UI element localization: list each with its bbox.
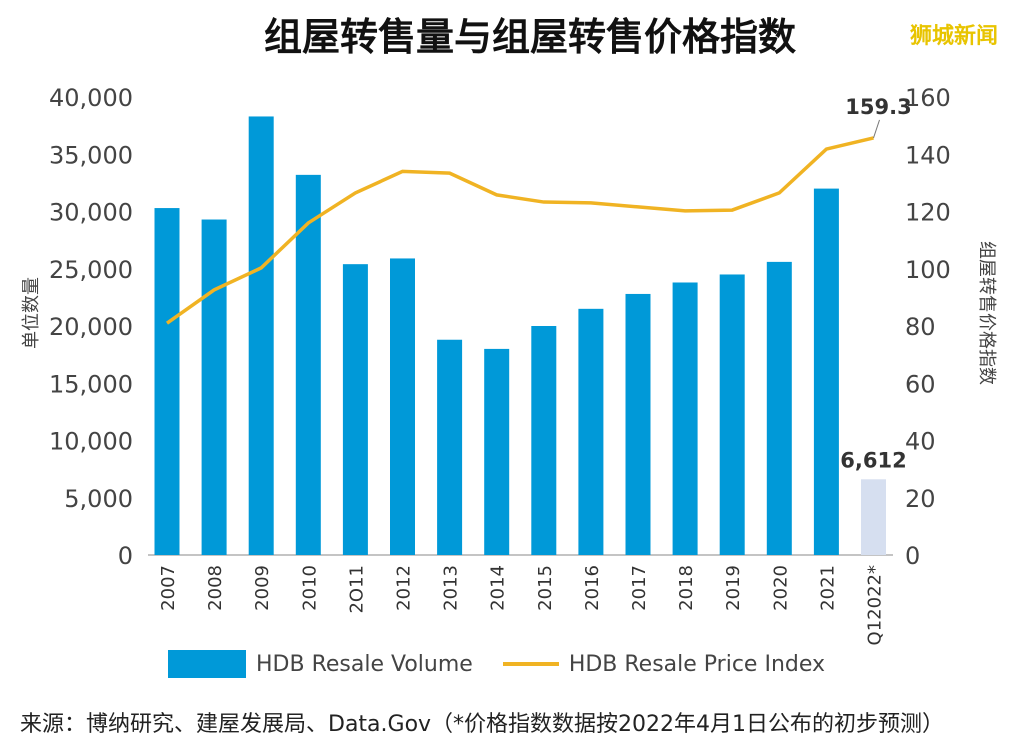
y2-tick-label: 140 — [905, 141, 951, 169]
last-point-label: 159.3 — [845, 95, 911, 119]
y-tick-label: 0 — [118, 542, 133, 570]
legend-swatch-price-index — [502, 662, 559, 666]
bar — [861, 479, 886, 555]
bar — [578, 308, 604, 555]
x-tick-label: 2015 — [535, 565, 556, 611]
x-tick-label: 2010 — [299, 565, 320, 611]
y-tick-label: 20,000 — [49, 313, 133, 341]
y2-tick-label: 60 — [905, 370, 936, 398]
y-tick-label: 30,000 — [49, 199, 133, 227]
x-tick-label: 2008 — [205, 565, 226, 611]
bar — [390, 258, 415, 555]
y-tick-label: 25,000 — [49, 256, 133, 284]
y2-tick-label: 100 — [905, 256, 951, 284]
legend-label-volume: HDB Resale Volume — [256, 651, 473, 677]
y2-tick-label: 40 — [905, 428, 936, 456]
x-tick-label: 2021 — [817, 565, 838, 611]
y-tick-label: 10,000 — [49, 428, 133, 456]
y-tick-label: 40,000 — [49, 84, 133, 112]
y2-tick-label: 20 — [905, 485, 936, 513]
annotation-leader — [873, 119, 880, 139]
x-tick-label: 2009 — [252, 565, 273, 611]
x-tick-label: 2020 — [770, 565, 791, 611]
x-tick-label: 2014 — [488, 565, 509, 611]
chart-title: 组屋转售量与组屋转售价格指数 — [263, 15, 796, 59]
legend-label-price-index: HDB Resale Price Index — [568, 651, 826, 677]
bar — [295, 174, 321, 556]
bar — [813, 188, 839, 555]
source-note: 来源：博纳研究、建屋发展局、Data.Gov（*价格指数数据按2022年4月1日… — [20, 712, 945, 737]
x-tick-label: 2017 — [629, 565, 650, 611]
x-tick-label: 2013 — [441, 565, 462, 611]
y2-tick-label: 160 — [905, 84, 951, 112]
legend: HDB Resale Volume HDB Resale Price Index — [168, 650, 825, 678]
price-index-line — [165, 136, 874, 325]
y-tick-label: 5,000 — [64, 485, 133, 513]
x-tick-label: Q12022* — [865, 565, 886, 645]
brand-logo: 狮城新闻 — [909, 24, 998, 49]
y-tick-label: 35,000 — [49, 141, 133, 169]
y2-tick-label: 120 — [905, 199, 951, 227]
bar — [154, 208, 180, 555]
plot-area: 0 5,000 10,000 15,000 20,000 25,000 30,000 35,0… — [49, 84, 951, 645]
x-tick-label: 2012 — [394, 565, 415, 611]
x-tick-label: 2007 — [158, 565, 179, 611]
bar — [625, 293, 651, 555]
x-tick-label: 2018 — [676, 565, 697, 611]
bar — [484, 348, 510, 555]
bar — [766, 261, 792, 555]
bar — [437, 339, 463, 555]
bar — [248, 116, 274, 555]
x-tick-label: 2O11 — [346, 565, 367, 614]
y2-tick-label: 80 — [905, 313, 936, 341]
x-tick-label: 2019 — [723, 565, 744, 611]
legend-swatch-volume — [168, 650, 246, 678]
bar — [672, 282, 698, 555]
last-bar-label: 6,612 — [840, 448, 906, 472]
bar — [531, 326, 557, 555]
x-tick-label: 2016 — [582, 565, 603, 611]
y-tick-label: 15,000 — [49, 370, 133, 398]
bar — [342, 264, 368, 555]
bar — [201, 219, 227, 555]
y2-tick-label: 0 — [905, 542, 920, 570]
bar — [719, 274, 745, 555]
